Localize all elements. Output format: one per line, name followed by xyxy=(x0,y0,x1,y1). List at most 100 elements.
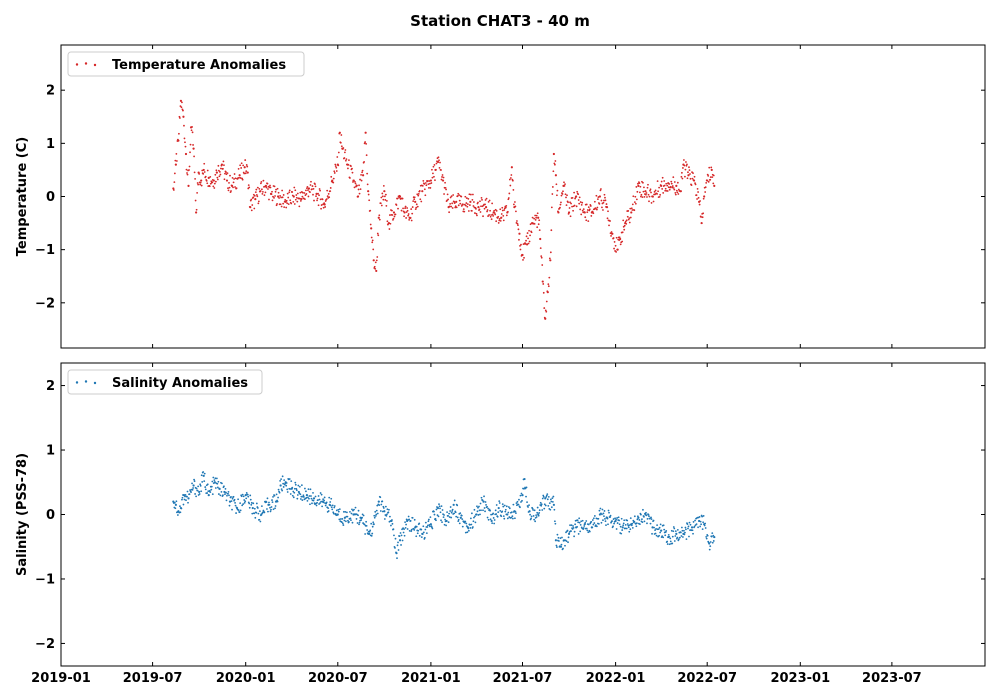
salinity-point xyxy=(701,515,704,518)
salinity-point xyxy=(343,516,346,519)
temperature-point xyxy=(629,207,632,210)
temperature-point xyxy=(286,202,289,205)
temperature-point xyxy=(668,183,671,185)
salinity-point xyxy=(344,520,347,523)
temperature-point xyxy=(564,193,567,196)
y-tick-label: 1 xyxy=(46,444,55,459)
temperature-point xyxy=(255,193,258,196)
salinity-point xyxy=(576,525,579,528)
temperature-point xyxy=(318,194,320,197)
salinity-point xyxy=(456,504,459,507)
temperature-point xyxy=(448,211,451,214)
temperature-point xyxy=(615,236,618,239)
salinity-point xyxy=(268,501,270,504)
salinity-point xyxy=(226,494,228,497)
temperature-point xyxy=(380,204,383,207)
temperature-point xyxy=(365,154,368,157)
temperature-point xyxy=(621,240,624,243)
salinity-point xyxy=(544,504,547,507)
salinity-point xyxy=(247,495,250,498)
temperature-point xyxy=(528,240,531,243)
temperature-point xyxy=(408,218,411,221)
temperature-point xyxy=(364,141,367,143)
salinity-point xyxy=(650,516,652,519)
salinity-point xyxy=(711,541,714,544)
temperature-point xyxy=(501,209,504,212)
salinity-point xyxy=(486,516,489,519)
salinity-point xyxy=(299,493,302,496)
temperature-point xyxy=(417,192,420,195)
temperature-point xyxy=(686,177,689,180)
salinity-point xyxy=(327,507,330,510)
temperature-point xyxy=(512,203,515,206)
temperature-point xyxy=(192,147,195,150)
salinity-point xyxy=(633,520,636,523)
temperature-point xyxy=(545,300,548,303)
salinity-point xyxy=(322,501,325,504)
salinity-point xyxy=(533,509,536,512)
temperature-point xyxy=(455,206,458,209)
temperature-point xyxy=(256,195,259,198)
salinity-point xyxy=(198,490,201,494)
salinity-point xyxy=(260,505,263,508)
salinity-point xyxy=(397,549,400,551)
temperature-point xyxy=(240,167,243,169)
temperature-point xyxy=(646,186,649,189)
salinity-point xyxy=(433,513,436,516)
salinity-point xyxy=(235,506,239,510)
salinity-legend: Salinity Anomalies xyxy=(67,369,263,395)
temperature-point xyxy=(281,189,284,192)
temperature-point xyxy=(703,195,706,198)
temperature-point xyxy=(570,202,572,205)
salinity-point xyxy=(410,530,413,533)
temperature-point xyxy=(195,208,198,211)
salinity-point xyxy=(646,522,648,525)
salinity-point xyxy=(239,502,242,504)
temperature-point xyxy=(178,132,180,135)
temperature-point xyxy=(350,165,352,168)
temperature-point xyxy=(416,205,419,208)
salinity-point xyxy=(422,525,425,528)
temperature-point xyxy=(670,180,673,183)
salinity-point xyxy=(680,535,683,537)
salinity-point xyxy=(272,495,274,498)
temperature-point xyxy=(200,179,203,182)
temperature-point xyxy=(615,251,618,253)
salinity-point xyxy=(429,523,433,526)
temperature-point xyxy=(260,180,263,183)
salinity-point xyxy=(315,504,318,507)
temperature-point xyxy=(684,168,687,171)
salinity-point xyxy=(239,509,242,512)
temperature-point xyxy=(305,193,308,195)
salinity-point xyxy=(623,519,626,522)
temperature-point xyxy=(420,200,423,203)
temperature-point xyxy=(495,220,498,223)
temperature-point xyxy=(465,197,468,199)
salinity-point xyxy=(411,516,414,519)
temperature-point xyxy=(451,202,454,205)
temperature-point xyxy=(348,159,350,162)
temperature-point xyxy=(560,201,562,204)
temperature-point xyxy=(293,186,296,189)
temperature-point xyxy=(404,207,406,210)
y-tick-label: 0 xyxy=(46,508,55,523)
temperature-point xyxy=(331,179,334,182)
salinity-point xyxy=(511,515,514,518)
temperature-y-axis-label: Temperature (C) xyxy=(15,137,30,256)
temperature-point xyxy=(319,189,321,192)
salinity-point xyxy=(609,516,611,518)
salinity-point xyxy=(281,489,284,492)
salinity-point xyxy=(240,495,243,498)
temperature-point xyxy=(234,186,236,188)
salinity-point xyxy=(528,504,530,507)
salinity-point xyxy=(439,511,442,514)
salinity-point xyxy=(274,507,276,510)
salinity-point xyxy=(257,512,260,515)
salinity-point xyxy=(666,540,669,543)
temperature-point xyxy=(288,189,291,192)
temperature-point xyxy=(419,198,422,201)
salinity-point xyxy=(244,494,247,497)
salinity-point xyxy=(305,490,307,493)
temperature-point xyxy=(593,200,596,203)
temperature-point xyxy=(590,215,593,217)
